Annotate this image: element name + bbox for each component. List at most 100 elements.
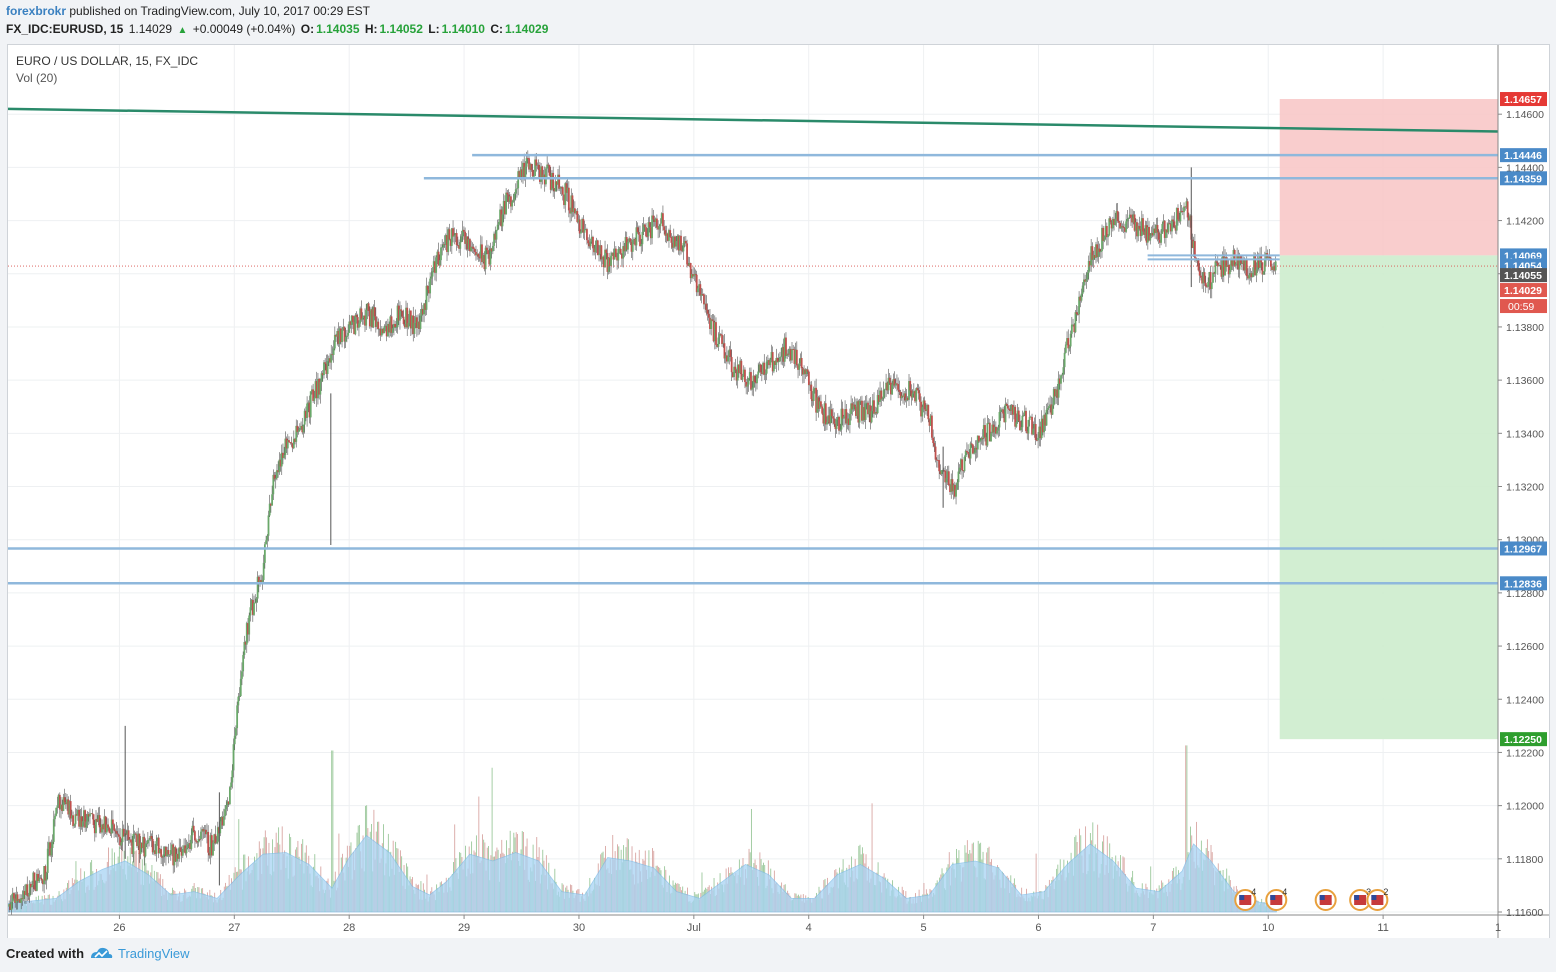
volume-bar [454,824,456,912]
candle-body [267,515,270,536]
candle-body [67,799,70,815]
candle-body [92,814,95,826]
candle-body [1109,218,1112,223]
candle-body [85,821,88,828]
candle-body [1051,405,1054,415]
tradingview-logo-icon[interactable] [88,944,114,962]
candle-body [1010,405,1013,411]
candle-body [1104,226,1107,237]
candle-body [495,230,498,240]
candle-body [861,400,863,421]
candle-body [162,854,165,858]
take-profit-badge [1500,732,1547,747]
candle-body [453,235,456,237]
tradingview-brand[interactable]: TradingView [118,946,190,961]
candle-body [898,389,901,392]
candle-body [979,440,982,442]
candle-body [411,315,413,329]
candle-body [1060,375,1062,384]
candle-body [388,323,391,333]
candle-body [1255,269,1258,276]
candle-body [779,357,781,362]
candle-body [1066,338,1068,345]
author-link[interactable]: forexbrokr [6,4,67,18]
candle-body [1187,217,1190,221]
candle-body [187,843,190,845]
candle-body [890,382,892,395]
volume-bar [238,819,240,912]
candle-body [1070,324,1073,334]
candle-body [760,372,763,374]
candle-body [1007,405,1009,409]
candle-body [759,364,762,373]
candle-body [733,366,736,377]
volume-indicator-label: Vol (20) [16,71,57,85]
candle-body [1113,218,1115,225]
candle-body [87,814,90,817]
candle-body [142,836,144,849]
candle-body [214,834,217,844]
candle-body [108,827,111,833]
candle-body [944,470,947,483]
candle-body [208,852,211,856]
candle-body [1231,259,1234,266]
footer [0,938,1556,972]
candle-body [366,303,369,310]
candle-body [896,383,898,385]
candle-body [797,365,799,370]
candle-body [481,244,483,263]
candle-body [70,815,73,819]
candle-body [583,229,586,233]
candle-body [475,251,477,256]
candle-body [499,209,501,222]
candle-body [212,842,214,856]
candle-body [693,274,696,277]
candle-body [746,384,749,387]
candle-body [415,317,418,328]
candle-body [132,833,135,855]
candle-body [593,248,596,253]
candle-body [301,425,304,433]
candle-body [553,188,556,192]
candle-body [573,208,576,214]
price-chart[interactable]: 44321.146001.144001.142001.140001.138001… [8,45,1549,938]
candle-body [206,831,208,835]
candle-body [233,735,236,745]
candle-body [666,233,669,241]
current-price-badge [1500,268,1547,283]
candle-body [616,257,618,261]
current-price-badge-label: 1.14055 [1504,270,1542,282]
candle-body [738,364,740,373]
candle-body [139,842,142,855]
candle-body [14,898,17,903]
candle-body [303,410,306,425]
candle-body [323,362,325,376]
candle-body [308,402,311,418]
chart-frame[interactable]: 44321.146001.144001.142001.140001.138001… [7,44,1550,939]
candle-body [441,247,444,249]
candle-body [389,316,392,333]
candle-body [987,422,990,424]
candle-body [64,802,67,805]
candle-body [1080,293,1083,301]
candle-body [911,393,914,398]
candle-body [598,254,600,256]
candle-body [230,782,232,788]
price-tick-label: 1.14600 [1506,109,1544,121]
volume-bar [1186,745,1188,912]
candle-body [865,402,868,404]
candle-body [869,405,872,423]
candle-body [630,241,633,252]
candle-body [629,238,632,242]
candle-body [816,397,819,413]
candle-body [687,264,690,266]
candle-body [307,402,310,404]
candle-body [762,362,764,374]
candle-body [254,602,257,604]
candle-body [490,248,493,252]
candle-body [483,255,486,270]
candle-body [461,229,464,237]
candle-body [297,430,300,433]
candle-body [1138,225,1141,229]
price-tick-label: 1.12800 [1506,588,1544,600]
